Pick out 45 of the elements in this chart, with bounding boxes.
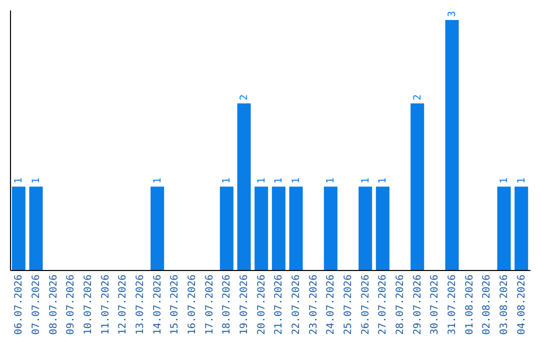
x-tick-label: 26.07.2026 (360, 274, 372, 335)
x-tick-label: 02.08.2026 (482, 274, 493, 335)
data-label: 3 (447, 10, 458, 17)
x-tick-label: 03.08.2026 (499, 274, 510, 335)
x-tick-label: 11.07.2026 (100, 274, 112, 335)
data-label: 2 (239, 94, 250, 100)
data-label: 1 (31, 178, 42, 184)
data-label: 1 (326, 178, 337, 184)
data-label: 1 (378, 178, 389, 184)
x-tick-label: 23.07.2026 (308, 274, 320, 335)
x-tick-label: 09.07.2026 (66, 274, 77, 335)
x-tick-label: 01.08.2026 (464, 274, 476, 335)
x-tick-label: 31.07.2026 (447, 274, 458, 335)
x-tick-label: 27.07.2026 (378, 274, 389, 335)
x-tick-label: 22.07.2026 (291, 274, 302, 335)
data-label: 1 (360, 178, 372, 184)
data-label: 1 (291, 178, 302, 184)
x-tick-label: 30.07.2026 (430, 274, 441, 335)
x-tick-label: 10.07.2026 (83, 274, 94, 335)
data-label: 1 (256, 178, 268, 184)
x-tick-label: 15.07.2026 (170, 274, 181, 335)
x-tick-label: 07.07.2026 (31, 274, 42, 335)
x-tick-label: 13.07.2026 (135, 274, 146, 335)
x-tick-label: 24.07.2026 (326, 274, 337, 335)
data-label: 1 (274, 178, 285, 184)
x-tick-label: 29.07.2026 (412, 274, 424, 335)
x-tick-label: 21.07.2026 (274, 274, 285, 335)
x-tick-label: 06.07.2026 (14, 274, 25, 335)
data-label: 2 (412, 94, 424, 100)
x-tick-label: 25.07.2026 (343, 274, 354, 335)
x-tick-label: 20.07.2026 (256, 274, 268, 335)
x-tick-label: 19.07.2026 (239, 274, 250, 335)
data-label: 1 (222, 178, 233, 184)
data-label: 1 (152, 178, 164, 184)
data-label: 1 (14, 178, 25, 184)
x-tick-label: 04.08.2026 (516, 274, 528, 335)
x-tick-label: 08.07.2026 (48, 274, 60, 335)
data-label: 1 (499, 178, 510, 184)
x-tick-label: 28.07.2026 (395, 274, 406, 335)
x-tick-label: 18.07.2026 (222, 274, 233, 335)
x-tick-label: 16.07.2026 (187, 274, 198, 335)
x-tick-label: 12.07.2026 (118, 274, 129, 335)
data-label: 1 (516, 178, 528, 184)
x-tick-label: 14.07.2026 (152, 274, 164, 335)
x-tick-label: 17.07.2026 (204, 274, 216, 335)
